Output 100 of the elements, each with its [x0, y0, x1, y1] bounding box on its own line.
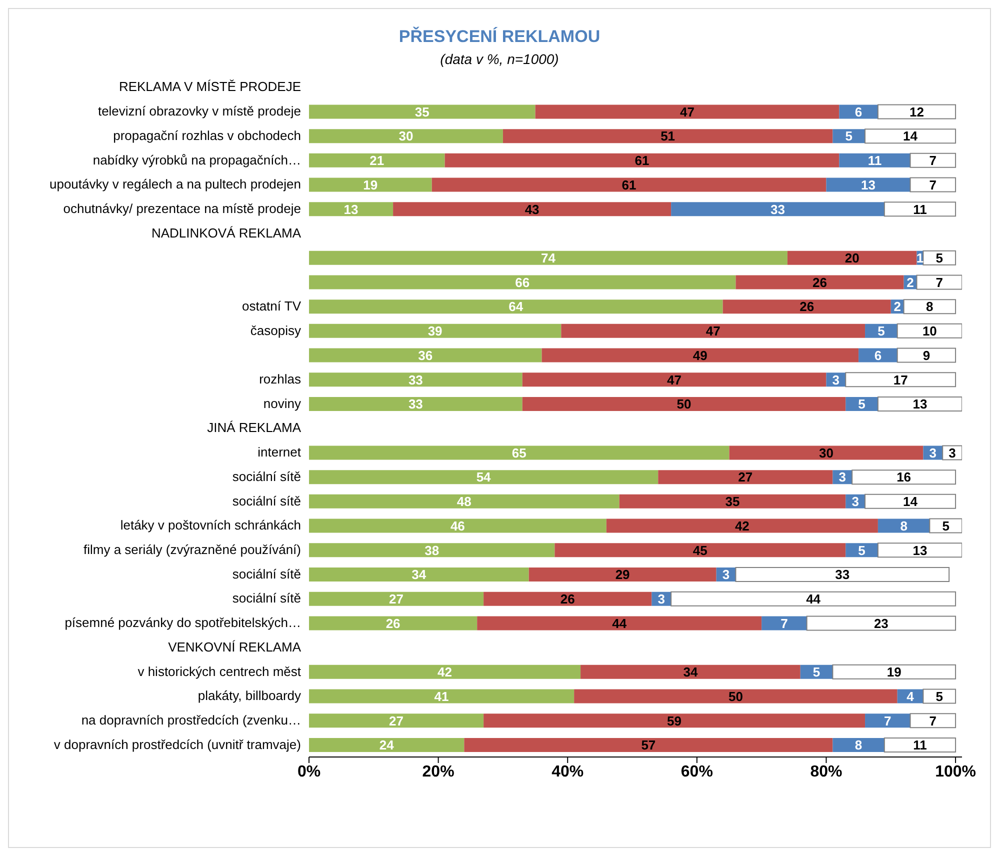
data-label: 3 [852, 494, 859, 510]
bar [896, 348, 956, 363]
y-tick-label: časopisy [250, 322, 302, 338]
bar [910, 177, 956, 192]
data-label: 9 [922, 348, 930, 363]
bar [484, 714, 866, 728]
data-label: 5 [858, 396, 866, 412]
bar [922, 688, 956, 704]
y-tick-label: nabídky výrobků na propagačních… [92, 152, 301, 168]
bar [309, 518, 606, 533]
y-tick-label: filmy a seriály (zvýrazněné používání) [84, 542, 301, 557]
bar [309, 738, 464, 752]
y-tick-label: v dopravních prostředcích (uvnitř tramvaje) [54, 736, 301, 752]
y-tick-label: televizní obrazovky v místě prodeje [98, 104, 301, 119]
data-label: 7 [780, 616, 788, 631]
data-label: 47 [667, 372, 682, 388]
data-label: 5 [812, 664, 820, 680]
bar [884, 202, 956, 217]
bar [839, 104, 878, 119]
data-label: 50 [676, 396, 692, 412]
data-label: 3 [658, 591, 665, 606]
bar [309, 470, 658, 484]
bar [865, 324, 898, 338]
bar [309, 664, 581, 679]
bar [309, 104, 536, 119]
bar [309, 397, 522, 411]
data-label: 33 [770, 202, 785, 217]
data-label: 19 [886, 664, 902, 680]
y-tick-label: VENKOVNÍ REKLAMA [168, 639, 302, 654]
bar [877, 542, 962, 558]
data-label: 26 [560, 591, 575, 606]
data-label: 14 [903, 128, 918, 144]
data-label: 23 [874, 616, 888, 631]
data-label: 61 [634, 153, 650, 168]
bar [502, 129, 833, 144]
data-label: 10 [922, 324, 937, 339]
data-label: 74 [540, 250, 556, 266]
data-label: 57 [641, 738, 656, 753]
data-label: 2 [906, 274, 914, 290]
x-tick-label: 0% [297, 763, 321, 780]
data-label: 12 [910, 104, 924, 120]
bar [535, 104, 840, 119]
data-label: 33 [408, 372, 423, 388]
bar [735, 567, 950, 582]
y-tick-label: REKLAMA V MÍSTĚ PRODEJE [118, 79, 302, 94]
data-label: 3 [838, 470, 846, 485]
y-tick-label: letáky v poštovních schránkách [120, 518, 301, 533]
bar [877, 396, 962, 412]
data-label: 34 [683, 664, 698, 680]
bar [309, 250, 788, 265]
data-label: 11 [913, 202, 927, 217]
data-label: 65 [512, 445, 526, 460]
bar [722, 300, 891, 314]
data-label: 26 [812, 274, 827, 290]
chart-subtitle: (data v %, n=1000) [439, 51, 560, 67]
bar [729, 446, 924, 460]
data-label: 47 [680, 104, 694, 120]
data-label: 35 [414, 104, 430, 120]
y-tick-label: v historických centrech měst [138, 664, 302, 679]
bar [606, 518, 878, 533]
bar [309, 275, 736, 290]
data-label: 7 [884, 713, 892, 728]
data-label: 24 [379, 738, 395, 753]
y-tick-label: sociální sítě [232, 493, 301, 508]
bar [542, 348, 859, 362]
bar [896, 323, 962, 338]
data-label: 7 [936, 274, 943, 290]
bar [309, 494, 620, 508]
data-label: 54 [476, 470, 492, 485]
data-label: 13 [912, 396, 928, 412]
data-label: 16 [896, 470, 912, 485]
data-label: 5 [942, 518, 950, 534]
bar [309, 372, 522, 387]
bar [619, 494, 846, 508]
chart-title: PŘESYCENÍ REKLAMOU [398, 27, 602, 47]
bar [477, 616, 762, 630]
bar [522, 397, 846, 411]
data-label: 48 [456, 494, 472, 510]
data-label: 2 [894, 299, 901, 314]
bar [309, 300, 723, 314]
bar [832, 738, 884, 752]
y-tick-label: ochutnávky/ prezentace na místě prodeje [63, 200, 301, 216]
y-tick-label: upoutávky v regálech a na pultech prodejen [49, 176, 301, 192]
bar [846, 397, 878, 411]
bar [787, 250, 917, 265]
y-tick-label: ostatní TV [242, 298, 302, 314]
data-label: 27 [389, 591, 404, 606]
bar [309, 178, 432, 192]
bar [864, 494, 956, 509]
x-tick-label: 100% [935, 763, 976, 780]
y-tick-label: na dopravních prostředcích (zvenku… [81, 712, 301, 728]
y-tick-label: sociální sítě [232, 468, 301, 484]
bar [922, 250, 956, 266]
y-tick-label: propagační rozhlas v obchodech [113, 128, 301, 143]
bar [528, 568, 716, 582]
bar [884, 738, 956, 752]
y-tick-label: noviny [263, 396, 302, 411]
bar [554, 543, 846, 558]
data-label: 5 [936, 250, 943, 266]
bar [464, 738, 833, 752]
